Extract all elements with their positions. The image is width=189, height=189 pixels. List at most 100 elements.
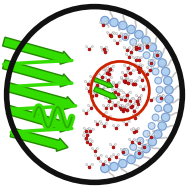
Point bbox=[112, 145, 115, 148]
Point bbox=[106, 31, 109, 34]
Point bbox=[135, 129, 138, 132]
Point bbox=[134, 100, 137, 103]
Point bbox=[85, 87, 88, 90]
Point bbox=[102, 48, 105, 51]
Point bbox=[142, 43, 145, 46]
Point bbox=[123, 63, 126, 66]
Point bbox=[120, 76, 123, 79]
Point bbox=[124, 36, 127, 39]
Point bbox=[86, 127, 89, 130]
Point bbox=[139, 139, 143, 142]
Point bbox=[136, 113, 139, 116]
Point bbox=[139, 100, 142, 103]
Point bbox=[127, 101, 130, 105]
Point bbox=[159, 96, 162, 99]
Point bbox=[100, 75, 103, 78]
Point bbox=[108, 68, 111, 71]
Point bbox=[82, 126, 85, 129]
Point bbox=[115, 103, 118, 106]
Point bbox=[106, 117, 109, 120]
Point bbox=[148, 42, 151, 45]
Point bbox=[96, 86, 99, 89]
Point bbox=[87, 109, 90, 112]
Point bbox=[104, 96, 107, 99]
Point bbox=[118, 80, 121, 83]
Polygon shape bbox=[10, 128, 68, 151]
Point bbox=[122, 107, 125, 110]
Circle shape bbox=[101, 164, 109, 173]
Point bbox=[152, 51, 155, 54]
Point bbox=[129, 52, 132, 55]
Point bbox=[93, 149, 96, 153]
Point bbox=[140, 43, 143, 46]
Point bbox=[126, 67, 129, 70]
Point bbox=[107, 157, 110, 160]
Point bbox=[134, 63, 137, 66]
Point bbox=[127, 137, 130, 140]
Point bbox=[101, 103, 105, 106]
Point bbox=[125, 108, 129, 112]
Point bbox=[91, 139, 94, 143]
Point bbox=[98, 21, 101, 24]
Point bbox=[110, 87, 113, 90]
Point bbox=[117, 35, 120, 38]
Point bbox=[136, 67, 139, 70]
Point bbox=[125, 48, 129, 51]
Point bbox=[104, 21, 107, 24]
Point bbox=[109, 66, 112, 69]
Point bbox=[103, 114, 106, 117]
Point bbox=[99, 45, 102, 48]
Point bbox=[130, 140, 133, 143]
Point bbox=[122, 105, 125, 108]
Point bbox=[135, 100, 138, 103]
Point bbox=[132, 45, 135, 48]
Point bbox=[124, 74, 127, 77]
Circle shape bbox=[156, 86, 163, 93]
Point bbox=[136, 103, 139, 106]
Circle shape bbox=[119, 21, 127, 29]
Point bbox=[125, 94, 128, 97]
Circle shape bbox=[127, 155, 135, 164]
Point bbox=[115, 84, 118, 87]
Point bbox=[127, 70, 130, 74]
Point bbox=[91, 94, 94, 98]
Point bbox=[131, 113, 134, 116]
Point bbox=[103, 81, 106, 84]
Point bbox=[127, 81, 130, 84]
Point bbox=[90, 147, 93, 150]
Point bbox=[84, 112, 88, 115]
Point bbox=[86, 133, 89, 136]
Point bbox=[146, 132, 149, 135]
Point bbox=[97, 156, 100, 159]
Point bbox=[119, 32, 122, 35]
Point bbox=[152, 59, 155, 62]
Point bbox=[150, 62, 153, 65]
Point bbox=[134, 139, 137, 142]
Point bbox=[148, 69, 151, 72]
Point bbox=[85, 139, 88, 143]
Circle shape bbox=[161, 67, 170, 76]
Point bbox=[128, 46, 131, 49]
Point bbox=[116, 105, 119, 108]
Point bbox=[137, 126, 140, 129]
Point bbox=[125, 96, 128, 99]
Point bbox=[148, 41, 151, 44]
Point bbox=[136, 106, 139, 109]
Point bbox=[145, 72, 148, 75]
Point bbox=[137, 59, 140, 62]
Point bbox=[118, 106, 121, 109]
Point bbox=[134, 56, 137, 59]
Point bbox=[109, 107, 112, 110]
Point bbox=[86, 133, 89, 136]
Point bbox=[139, 63, 142, 66]
Point bbox=[146, 45, 149, 48]
Point bbox=[121, 77, 124, 80]
Point bbox=[85, 163, 88, 166]
Circle shape bbox=[142, 36, 150, 45]
Circle shape bbox=[143, 130, 150, 137]
Point bbox=[136, 64, 139, 67]
Point bbox=[134, 79, 137, 82]
Circle shape bbox=[135, 30, 143, 39]
Point bbox=[147, 59, 150, 62]
Point bbox=[124, 52, 127, 55]
